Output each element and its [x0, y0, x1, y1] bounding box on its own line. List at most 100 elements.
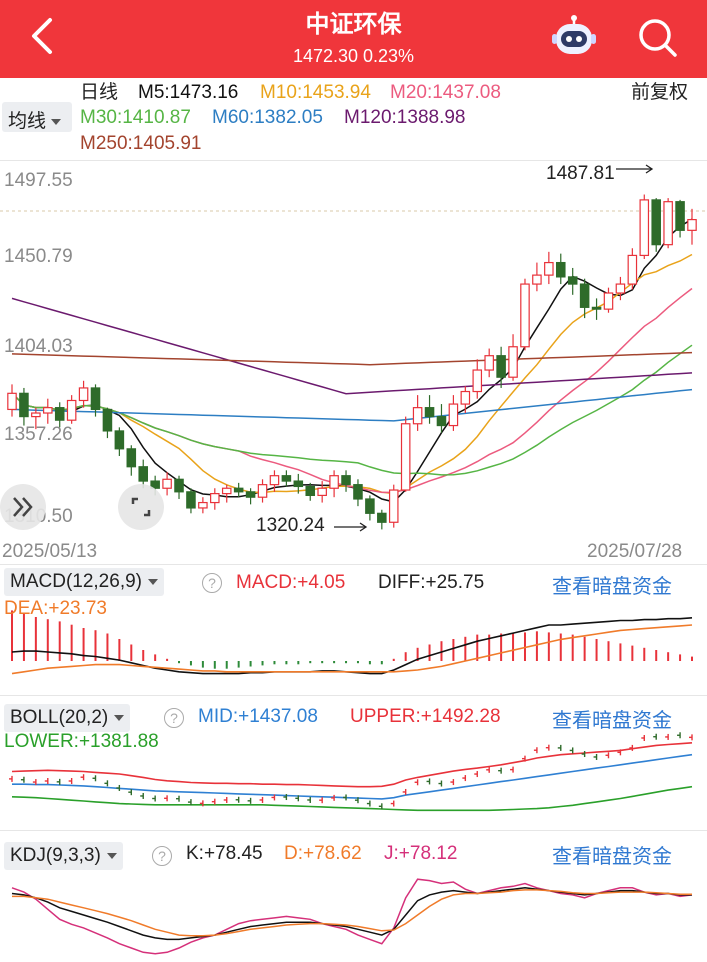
candle-body: [186, 491, 196, 509]
index-name: 中证环保: [305, 10, 402, 38]
candle-body: [102, 408, 113, 432]
candle-body: [555, 261, 566, 278]
robot-icon[interactable]: [551, 14, 597, 58]
diff-value: DIFF:+25.75: [378, 572, 485, 593]
adjust-label[interactable]: 前复权: [631, 82, 689, 103]
caret-down-icon: [106, 852, 117, 859]
help-icon[interactable]: ?: [164, 708, 184, 728]
candle-body: [448, 403, 459, 427]
kdj-j-line: [11, 878, 693, 955]
boll-lower-value: LOWER:+1381.88: [4, 731, 159, 752]
low-label: 1320.24: [256, 515, 325, 536]
fullscreen-button[interactable]: [118, 484, 164, 530]
candle-body: [496, 355, 506, 378]
candle-body: [7, 392, 17, 411]
kdj-d-value: D:+78.62: [284, 843, 362, 864]
dark-pool-link[interactable]: 查看暗盘资金: [552, 844, 672, 868]
price-change: 1472.30 0.23%: [292, 46, 415, 66]
candle-body: [305, 485, 316, 497]
divider: [0, 564, 707, 565]
candle-body: [174, 478, 184, 493]
y-tick-label: 1497.55: [4, 170, 73, 191]
candle-body: [43, 407, 53, 414]
kdj-d-line: [12, 889, 692, 937]
candle-body: [687, 218, 697, 231]
caret-down-icon: [51, 118, 62, 125]
chevron-left-icon[interactable]: [28, 16, 60, 56]
candle-body: [245, 491, 256, 498]
candle-body: [651, 199, 661, 246]
candle-body: [281, 475, 292, 482]
y-tick-label: 1404.03: [4, 336, 73, 357]
expand-panel-button[interactable]: [0, 484, 46, 530]
period-label[interactable]: 日线: [80, 82, 119, 103]
candle-body: [31, 412, 41, 418]
ma-line: [11, 297, 693, 395]
candle-body: [198, 501, 208, 509]
ma60-legend: M60:1382.05: [212, 107, 323, 128]
candle-body: [508, 346, 518, 378]
ma-toggle-button[interactable]: 均线: [2, 102, 72, 132]
candle-body: [257, 484, 268, 498]
candle-body: [544, 261, 554, 276]
search-icon[interactable]: [636, 16, 678, 58]
ma-toggle-label: 均线: [8, 110, 47, 132]
candle-body: [293, 480, 304, 488]
candle-body: [138, 466, 149, 482]
candle-body: [19, 392, 29, 418]
low-arrow-head: [359, 522, 368, 532]
candle-body: [484, 355, 494, 371]
candle-body: [233, 487, 244, 493]
candle-body: [615, 283, 626, 294]
macd-params-label: MACD(12,26,9): [10, 571, 142, 592]
kdj-j-value: J:+78.12: [384, 843, 458, 864]
dark-pool-link[interactable]: 查看暗盘资金: [552, 708, 672, 732]
macd-params-select[interactable]: MACD(12,26,9): [4, 568, 164, 596]
divider: [0, 695, 707, 696]
candle-body: [210, 493, 220, 504]
boll-upper-value: UPPER:+1492.28: [350, 706, 501, 727]
candle-body: [663, 201, 673, 246]
candle-body: [603, 292, 614, 310]
ma-line: [11, 351, 693, 366]
dea-line: [11, 624, 693, 675]
expand-corners-icon: [131, 497, 151, 517]
dark-pool-link[interactable]: 查看暗盘资金: [552, 574, 672, 598]
top-header: 中证环保 1472.30 0.23%: [0, 0, 707, 78]
candle-body: [269, 475, 280, 486]
divider: [0, 830, 707, 831]
candle-body: [341, 475, 351, 486]
candle-body: [520, 283, 530, 348]
candle-body: [532, 274, 542, 285]
ma-line: [11, 388, 693, 422]
candle-body: [436, 416, 447, 427]
boll-mid-value: MID:+1437.08: [198, 706, 318, 727]
candle-body: [317, 487, 327, 497]
ma20-legend: M20:1437.08: [390, 82, 501, 103]
boll-params-select[interactable]: BOLL(20,2): [4, 704, 131, 732]
boll-params-label: BOLL(20,2): [10, 707, 109, 728]
help-icon[interactable]: ?: [202, 573, 222, 593]
help-icon[interactable]: ?: [152, 846, 172, 866]
ma30-legend: M30:1410.87: [80, 107, 191, 128]
divider: [0, 160, 707, 161]
candle-body: [412, 407, 423, 425]
kdj-k-value: K:+78.45: [186, 843, 263, 864]
candle-body: [377, 512, 387, 523]
candle-body: [114, 430, 125, 450]
ma-line: [11, 253, 693, 495]
caret-down-icon: [148, 578, 158, 585]
ma10-legend: M10:1453.94: [260, 82, 371, 103]
candle-body: [472, 369, 483, 393]
candle-body: [591, 306, 602, 310]
candle-body: [627, 254, 638, 285]
double-chevron-right-icon: [13, 497, 33, 517]
kdj-k-line: [11, 887, 692, 941]
candle-body: [126, 448, 137, 468]
candle-body: [353, 484, 363, 500]
ma250-legend: M250:1405.91: [80, 133, 202, 154]
kdj-params-select[interactable]: KDJ(9,3,3): [4, 842, 123, 870]
candle-body: [221, 487, 232, 495]
boll-lower-line: [11, 785, 693, 812]
